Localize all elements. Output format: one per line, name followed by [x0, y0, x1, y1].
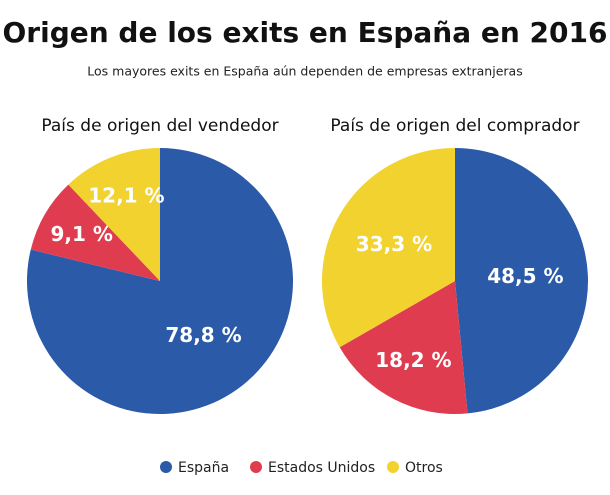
pie-slice [455, 148, 588, 414]
chart-subtitle: Los mayores exits en España aún dependen… [87, 64, 522, 79]
data-label: 9,1 % [51, 222, 113, 246]
legend-marker [160, 461, 172, 473]
legend-label: Otros [405, 460, 443, 476]
pie-slice [322, 148, 455, 348]
data-label: 18,2 % [375, 348, 451, 372]
pie-title: País de origen del vendedor [41, 116, 278, 136]
legend-label: Estados Unidos [268, 460, 375, 476]
data-label: 33,3 % [356, 232, 432, 256]
pie-slice [30, 184, 160, 281]
legend-marker [387, 461, 399, 473]
data-label: 78,8 % [165, 323, 241, 347]
pie-title: País de origen del comprador [330, 116, 579, 136]
data-label: 48,5 % [487, 264, 563, 288]
chart-title: Origen de los exits en España en 2016 [3, 16, 608, 49]
pie-slice [27, 148, 294, 414]
data-label: 12,1 % [88, 184, 164, 208]
pie-slice [68, 148, 160, 281]
legend-label: España [178, 460, 229, 476]
legend-marker [250, 461, 262, 473]
pie-slice [339, 281, 468, 414]
